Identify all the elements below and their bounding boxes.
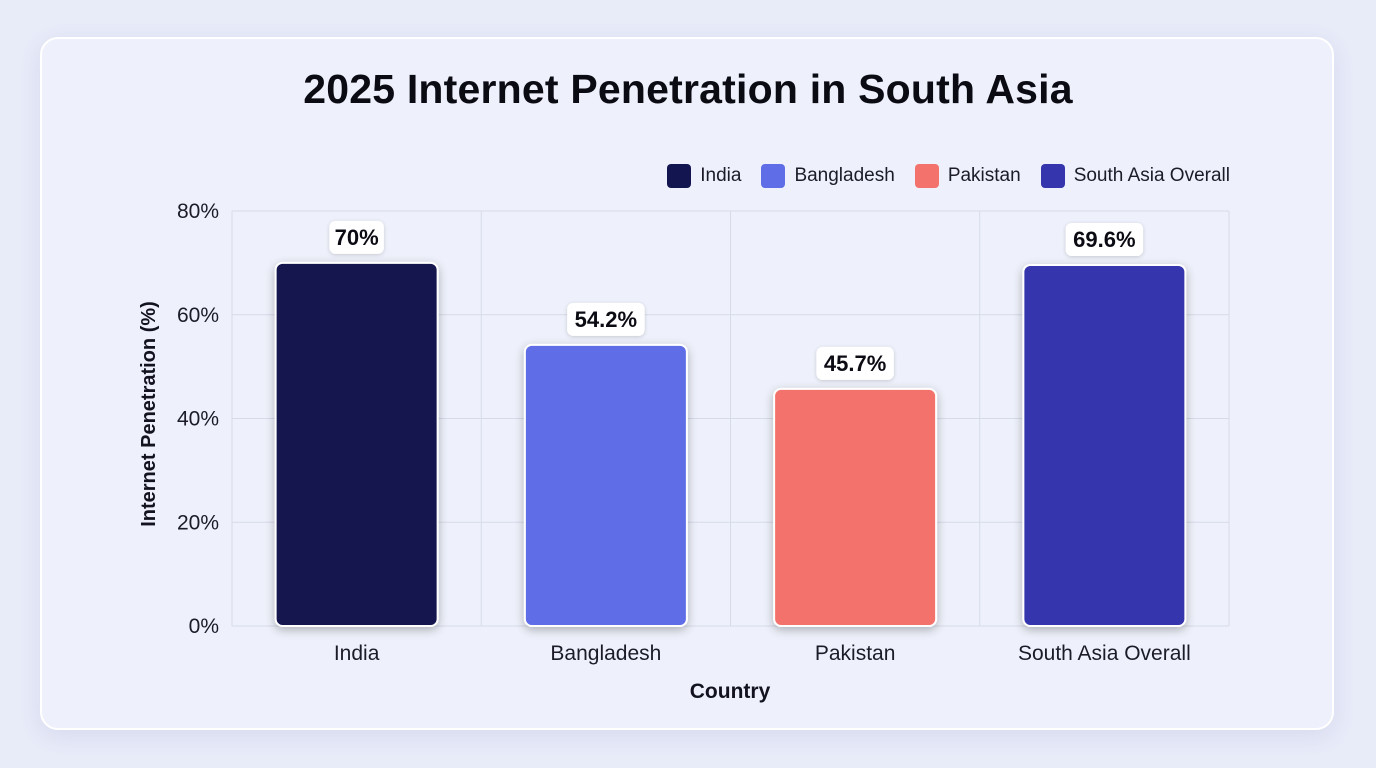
data-label: 70% xyxy=(335,225,379,250)
legend-item-india: India xyxy=(667,164,741,188)
data-label-background xyxy=(567,302,645,336)
y-tick-label: 80% xyxy=(177,200,219,223)
legend-item-pakistan: Pakistan xyxy=(914,164,1021,188)
legend-swatch-pakistan xyxy=(914,164,939,188)
legend-item-bangladesh: Bangladesh xyxy=(761,164,895,188)
y-tick-label: 40% xyxy=(177,408,219,431)
y-axis-ticks: 0% 20% 40% 60% 80% xyxy=(177,200,219,638)
legend-label-south-asia-overall: South Asia Overall xyxy=(1073,165,1230,186)
bar xyxy=(523,343,688,627)
chart-legend: India Bangladesh Pakistan South Asia Ove… xyxy=(667,164,1230,188)
data-label-background xyxy=(1065,222,1144,256)
legend-label-pakistan: Pakistan xyxy=(947,165,1021,186)
bars xyxy=(274,261,1187,627)
legend-label-bangladesh: Bangladesh xyxy=(794,165,895,186)
x-tick-label: Pakistan xyxy=(815,642,896,665)
bar xyxy=(1022,263,1187,627)
legend-swatch-india xyxy=(667,164,692,188)
legend-swatch-south-asia-overall xyxy=(1040,164,1065,188)
data-label: 45.7% xyxy=(824,351,886,376)
x-axis-ticks: India Bangladesh Pakistan South Asia Overal… xyxy=(334,642,1191,665)
data-label: 69.6% xyxy=(1073,227,1135,252)
x-tick-label: Bangladesh xyxy=(550,642,661,665)
bar xyxy=(274,261,439,627)
legend-swatch-bangladesh xyxy=(761,164,786,188)
bar xyxy=(773,387,938,627)
y-axis-title: Internet Penetration (%) xyxy=(138,301,160,527)
data-label-background xyxy=(816,346,894,380)
x-axis-title: Country xyxy=(690,680,771,703)
y-tick-label: 60% xyxy=(177,304,219,327)
x-tick-label: South Asia Overall xyxy=(1018,642,1191,665)
data-labels: 70% 54.2% 45.7% 69.6% xyxy=(329,220,1144,380)
data-label-background xyxy=(329,220,384,254)
y-tick-label: 20% xyxy=(177,511,219,534)
chart-title: 2025 Internet Penetration in South Asia xyxy=(303,66,1073,112)
legend-label-india: India xyxy=(700,165,742,186)
y-tick-label: 0% xyxy=(189,615,219,638)
legend-item-south-asia-overall: South Asia Overall xyxy=(1040,164,1230,188)
x-tick-label: India xyxy=(334,642,380,665)
data-label: 54.2% xyxy=(575,307,637,332)
